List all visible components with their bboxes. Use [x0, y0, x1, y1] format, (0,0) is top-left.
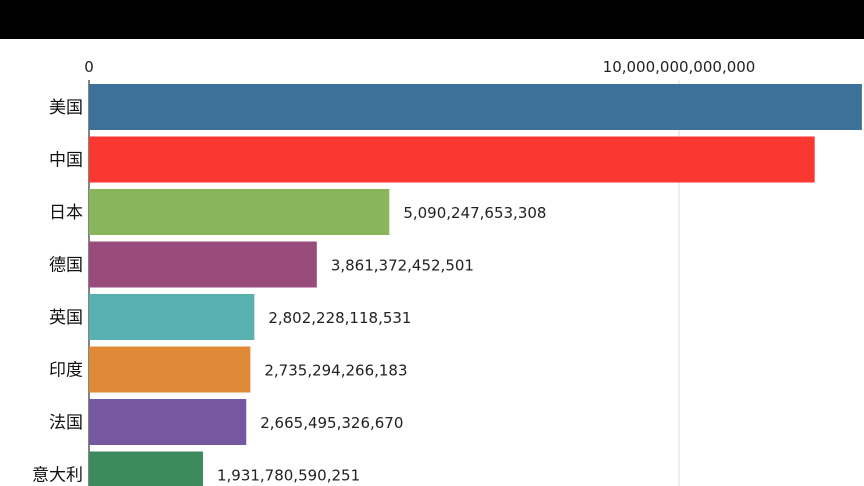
value-label: 3,861,372,452,501	[331, 257, 474, 275]
category-label: 印度	[49, 361, 83, 381]
top-black-bar	[0, 0, 864, 39]
bar	[89, 136, 815, 183]
bar	[89, 241, 317, 288]
category-label: 法国	[49, 413, 83, 433]
value-label: 1,931,780,590,251	[217, 467, 360, 485]
category-label: 美国	[49, 98, 83, 118]
bar	[89, 84, 862, 130]
value-label: 2,735,294,266,183	[264, 362, 407, 380]
bar	[89, 346, 251, 393]
category-label: 中国	[49, 151, 83, 171]
value-label: 5,090,247,653,308	[403, 204, 546, 222]
category-label: 英国	[49, 308, 83, 328]
bar	[89, 189, 390, 235]
x-axis-ticks: 0 10,000,000,000,000	[84, 58, 755, 76]
bar	[89, 451, 203, 486]
x-tick-label: 0	[84, 58, 94, 76]
category-label: 日本	[49, 203, 83, 223]
value-label: 2,665,495,326,670	[260, 414, 403, 432]
bar	[89, 294, 255, 340]
x-tick-label: 10,000,000,000,000	[603, 58, 756, 76]
value-label: 2,802,228,118,531	[268, 309, 411, 327]
bar	[89, 399, 247, 445]
category-label: 意大利	[32, 466, 83, 486]
category-label: 德国	[49, 256, 83, 276]
